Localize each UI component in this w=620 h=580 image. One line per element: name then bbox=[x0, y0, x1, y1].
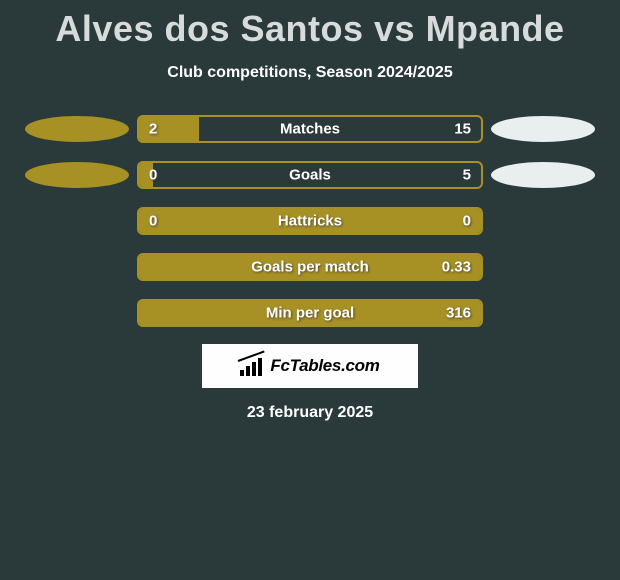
footer-date: 23 february 2025 bbox=[0, 404, 620, 422]
stat-label: Matches bbox=[280, 120, 340, 137]
stat-bar: 2 Matches 15 bbox=[137, 115, 483, 143]
comparison-infographic: Alves dos Santos vs Mpande Club competit… bbox=[0, 0, 620, 580]
player-b-ellipse bbox=[491, 116, 595, 142]
stat-bar: Goals per match 0.33 bbox=[137, 253, 483, 281]
stat-value-right: 0.33 bbox=[442, 258, 471, 275]
stat-value-right: 15 bbox=[454, 120, 471, 137]
stat-value-right: 5 bbox=[463, 166, 471, 183]
logo-text: FcTables.com bbox=[270, 356, 379, 376]
page-title: Alves dos Santos vs Mpande bbox=[0, 0, 620, 50]
right-side bbox=[483, 116, 603, 142]
player-a-ellipse bbox=[25, 116, 129, 142]
stat-label: Goals bbox=[289, 166, 331, 183]
comparison-row: 0 Goals 5 bbox=[0, 160, 620, 189]
left-side bbox=[17, 162, 137, 188]
stat-label: Hattricks bbox=[278, 212, 342, 229]
right-side bbox=[483, 162, 603, 188]
stat-bar-fill bbox=[139, 117, 199, 141]
comparison-rows: 2 Matches 15 0 Goals 5 0 Hattricks 0 Goals per ma… bbox=[0, 114, 620, 327]
stat-value-left: 0 bbox=[149, 212, 157, 229]
page-subtitle: Club competitions, Season 2024/2025 bbox=[0, 64, 620, 82]
comparison-row: 2 Matches 15 bbox=[0, 114, 620, 143]
stat-value-right: 316 bbox=[446, 304, 471, 321]
left-side bbox=[17, 116, 137, 142]
comparison-row: 0 Hattricks 0 bbox=[0, 206, 620, 235]
comparison-row: Min per goal 316 bbox=[0, 298, 620, 327]
player-b-ellipse bbox=[491, 162, 595, 188]
stat-label: Goals per match bbox=[251, 258, 369, 275]
stat-value-left: 0 bbox=[149, 166, 157, 183]
stat-bar: Min per goal 316 bbox=[137, 299, 483, 327]
logo-box: FcTables.com bbox=[202, 344, 418, 388]
stat-bar: 0 Hattricks 0 bbox=[137, 207, 483, 235]
player-a-ellipse bbox=[25, 162, 129, 188]
stat-label: Min per goal bbox=[266, 304, 354, 321]
stat-bar: 0 Goals 5 bbox=[137, 161, 483, 189]
comparison-row: Goals per match 0.33 bbox=[0, 252, 620, 281]
stat-value-right: 0 bbox=[463, 212, 471, 229]
chart-icon bbox=[240, 356, 264, 376]
stat-value-left: 2 bbox=[149, 120, 157, 137]
